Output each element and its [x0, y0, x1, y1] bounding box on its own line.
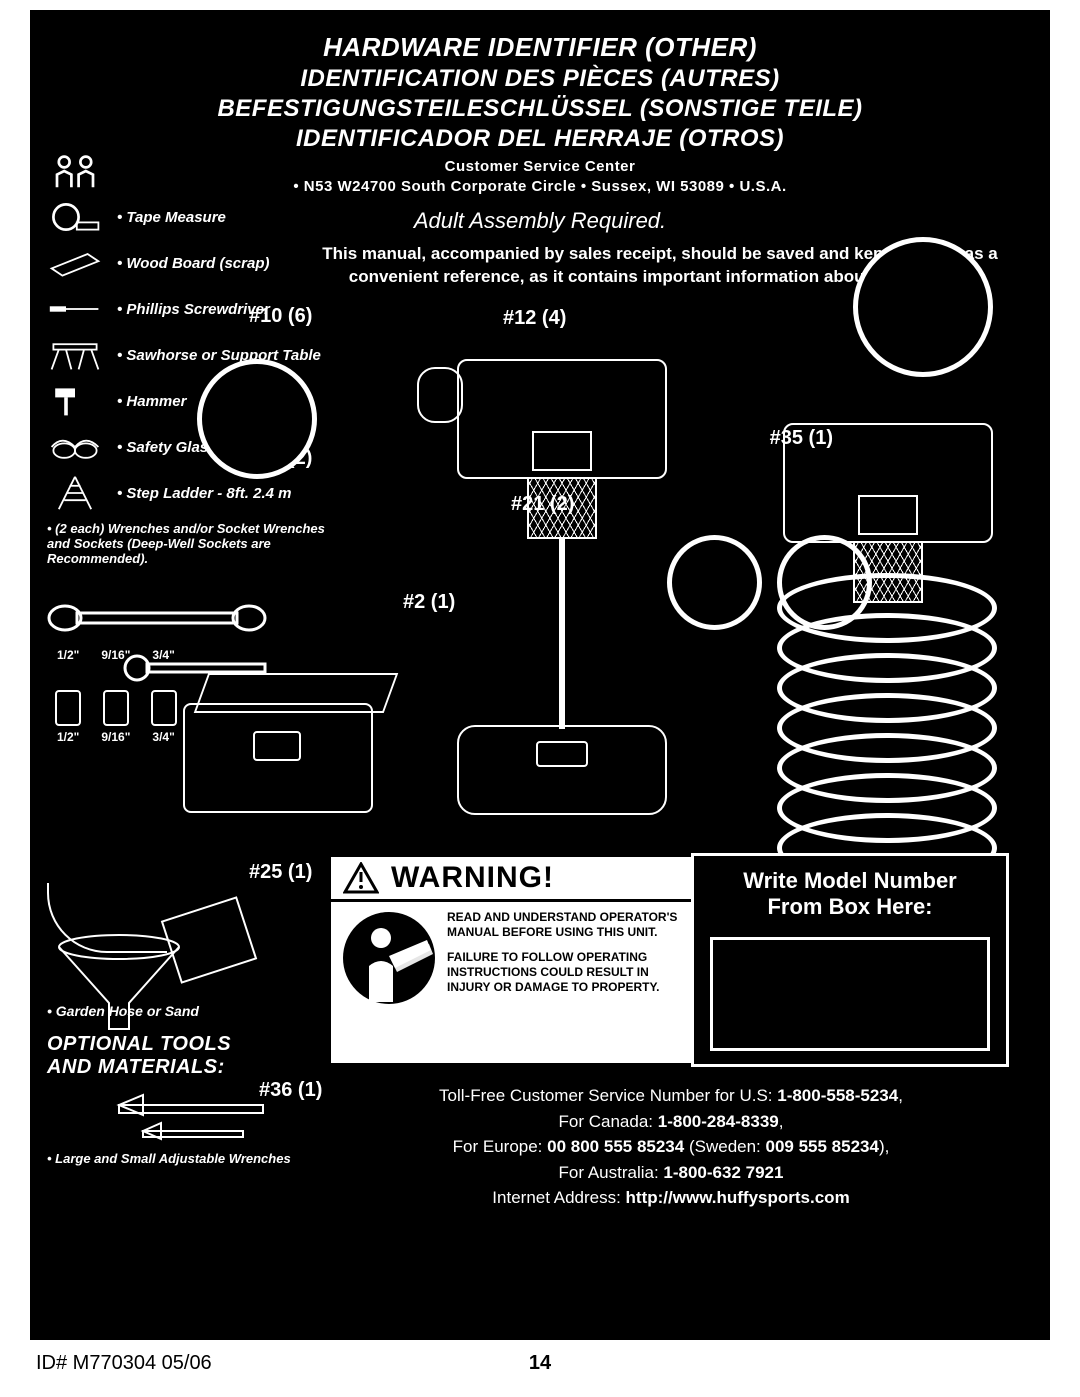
warning-text: READ AND UNDERSTAND OPERATOR'S MANUAL BE…: [447, 910, 683, 995]
tool-hose: • Garden Hose or Sand: [47, 1003, 199, 1019]
part-2: #2 (1): [403, 591, 455, 614]
ring-mid-a: [667, 535, 762, 630]
warning-sticker: WARNING! READ AND UNDERSTAND OPERATOR'S …: [327, 853, 697, 1067]
sawhorse-icon: [47, 337, 103, 373]
washer-icon: [197, 359, 317, 479]
part-25: #25 (1): [249, 861, 312, 884]
glasses-icon: [47, 429, 103, 465]
web-url: http://www.huffysports.com: [626, 1188, 850, 1207]
wood-board-icon: [47, 245, 103, 281]
two-people-icon: [47, 153, 337, 189]
warning-p2: FAILURE TO FOLLOW OPERATING INSTRUCTIONS…: [447, 950, 683, 995]
title-fr: IDENTIFICATION DES PIÈCES (AUTRES): [33, 64, 1047, 94]
warning-word: WARNING!: [391, 861, 554, 895]
hammer-icon: [47, 383, 103, 419]
doc-id: ID# M770304 05/06: [36, 1352, 212, 1375]
tool-tape: • Tape Measure: [117, 209, 226, 226]
read-manual-icon: [341, 910, 437, 1006]
part-10: #10 (6): [249, 305, 312, 328]
title-de: BEFESTIGUNGSTEILESCHLÜSSEL (SONSTIGE TEI…: [33, 94, 1047, 124]
se-label: (Sweden:: [684, 1137, 765, 1156]
optional-l2: AND MATERIALS:: [47, 1056, 231, 1079]
us-label: Toll-Free Customer Service Number for U.…: [439, 1086, 777, 1105]
model-l1: Write Model Number: [710, 868, 990, 894]
model-number-box: Write Model Number From Box Here:: [691, 853, 1009, 1067]
page-frame: HARDWARE IDENTIFIER (OTHER) IDENTIFICATI…: [30, 10, 1050, 1340]
tool-phillips: • Phillips Screwdriver: [117, 301, 270, 318]
size-threequarter-2: 3/4": [152, 730, 174, 744]
ladder-icon: [47, 475, 103, 511]
size-ninesixteen-2: 9/16": [101, 730, 130, 744]
eu-number: 00 800 555 85234: [547, 1137, 684, 1156]
adjustable-wrench-icon: [113, 1091, 283, 1145]
au-label: For Australia:: [559, 1163, 664, 1182]
spring-icon: [777, 603, 997, 883]
optional-heading: OPTIONAL TOOLS AND MATERIALS:: [47, 1033, 231, 1079]
part-36: #36 (1): [259, 1079, 322, 1102]
large-washer-icon: [853, 237, 993, 377]
warning-p1: READ AND UNDERSTAND OPERATOR'S MANUAL BE…: [447, 910, 683, 940]
tool-board: • Wood Board (scrap): [117, 255, 269, 272]
optional-l1: OPTIONAL TOOLS: [47, 1033, 231, 1056]
ca-number: 1-800-284-8339: [658, 1112, 779, 1131]
tool-hammer: • Hammer: [117, 393, 186, 410]
open-wrench-icon: [47, 593, 267, 643]
base-diagram: [183, 673, 393, 833]
model-l2: From Box Here:: [710, 894, 990, 920]
web-label: Internet Address:: [492, 1188, 625, 1207]
us-number: 1-800-558-5234: [777, 1086, 898, 1105]
adj-wrench-note: • Large and Small Adjustable Wrenches: [47, 1151, 297, 1166]
model-number-field[interactable]: [710, 937, 990, 1051]
se-close: ),: [879, 1137, 889, 1156]
tool-wrenches-note: • (2 each) Wrenches and/or Socket Wrench…: [47, 521, 337, 566]
se-number: 009 555 85234: [766, 1137, 879, 1156]
basketball-system-diagram: [457, 359, 667, 815]
au-number: 1-800-632 7921: [663, 1163, 783, 1182]
eu-label: For Europe:: [453, 1137, 548, 1156]
tool-ladder: • Step Ladder - 8ft. 2.4 m: [117, 485, 291, 502]
tools-column: • Tape Measure • Wood Board (scrap) • Ph…: [47, 143, 337, 566]
part-12: #12 (4): [503, 307, 566, 330]
title-en: HARDWARE IDENTIFIER (OTHER): [33, 31, 1047, 64]
ca-label: For Canada:: [559, 1112, 658, 1131]
contact-block: Toll-Free Customer Service Number for U.…: [333, 1083, 1009, 1211]
tape-measure-icon: [47, 199, 103, 235]
tool-sawhorse: • Sawhorse or Support Table: [117, 347, 321, 364]
size-half-2: 1/2": [57, 730, 79, 744]
page-footer: ID# M770304 05/06 14: [30, 1352, 1050, 1375]
screwdriver-icon: [47, 291, 103, 327]
warning-triangle-icon: [343, 862, 379, 894]
size-half: 1/2": [57, 648, 79, 662]
page-number: 14: [529, 1352, 551, 1375]
